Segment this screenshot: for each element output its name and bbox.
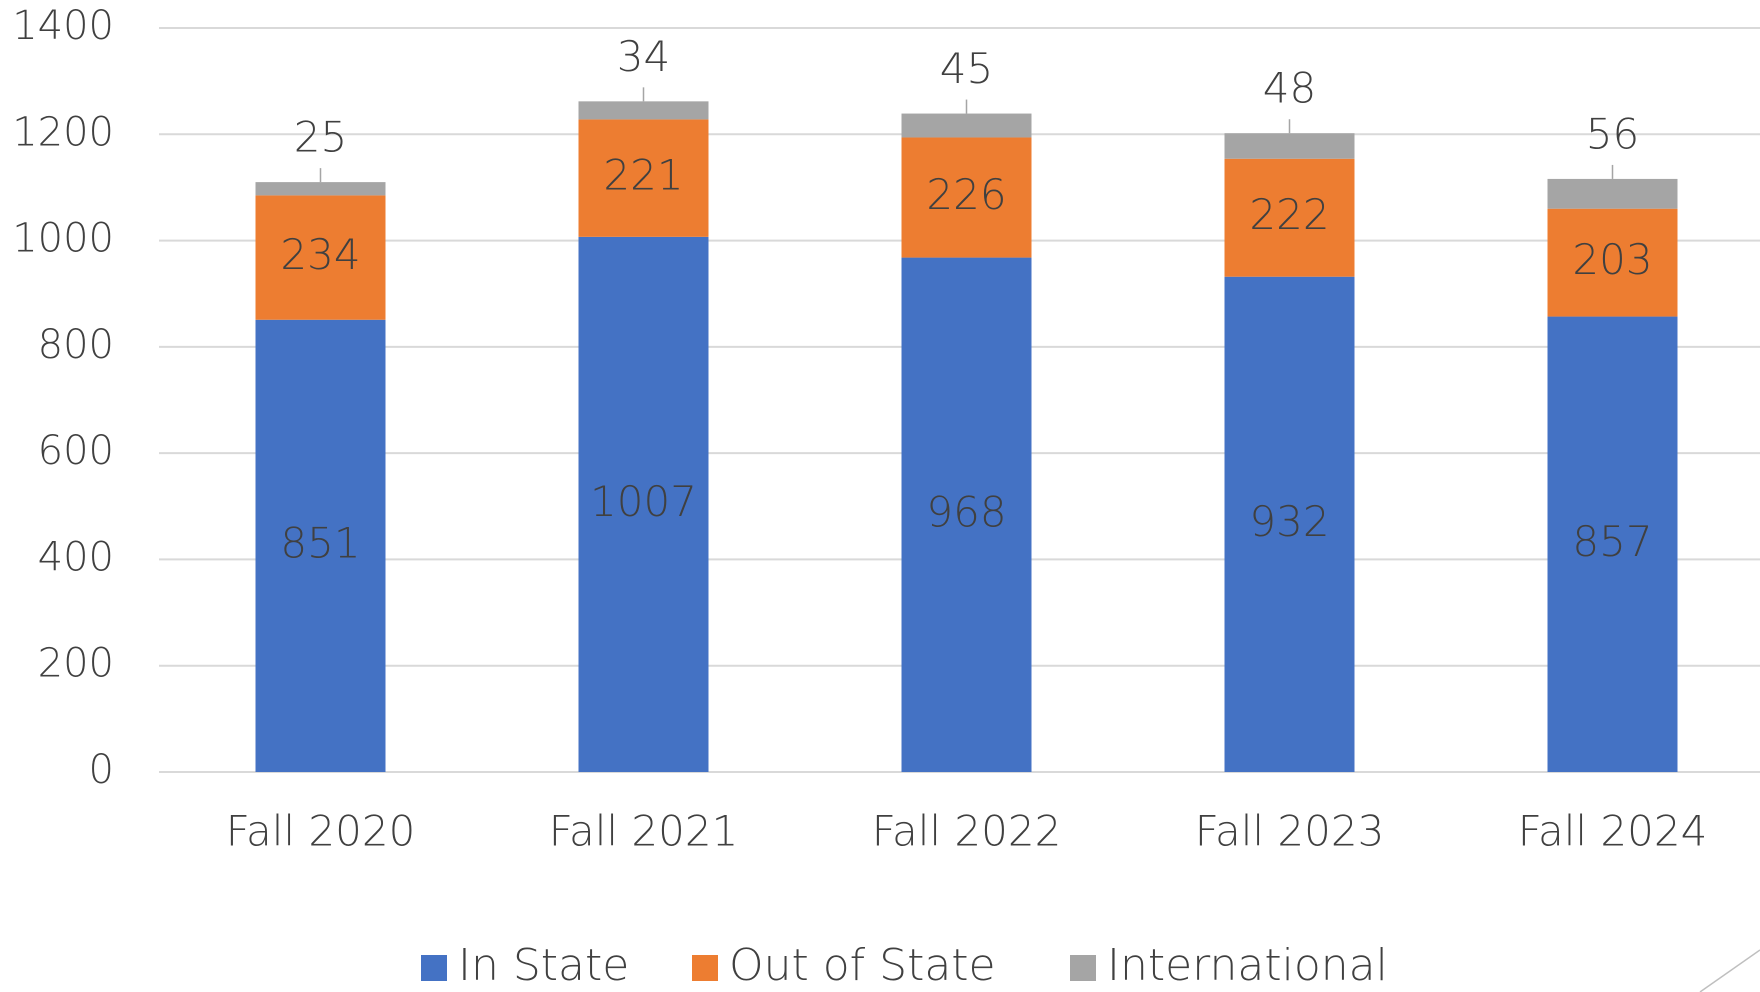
y-tick-label: 800: [38, 322, 114, 368]
data-label: 222: [1249, 190, 1329, 239]
data-label: 932: [1249, 497, 1329, 546]
data-label: 45: [940, 44, 993, 93]
bar-segment: [578, 119, 709, 237]
bar-segment: [1224, 133, 1355, 159]
legend-swatch: [421, 955, 447, 981]
bar-segment: [578, 101, 709, 120]
bar-segment: [901, 137, 1032, 258]
legend-label: In State: [458, 940, 629, 991]
data-label: 968: [926, 487, 1006, 536]
bar-segment: [255, 195, 386, 320]
bar-segment: [901, 113, 1032, 138]
y-tick-label: 1200: [12, 109, 114, 155]
x-tick-label: Fall 2020: [226, 807, 416, 856]
bar-segment: [1547, 178, 1678, 209]
bar-segment: [1547, 316, 1678, 772]
data-label: 203: [1572, 235, 1652, 284]
data-label: 56: [1586, 109, 1639, 158]
legend-swatch: [1070, 955, 1096, 981]
bar-segment: [578, 236, 709, 772]
data-label: 48: [1263, 64, 1316, 113]
data-label: 857: [1572, 517, 1652, 566]
y-tick-label: 1400: [12, 3, 114, 49]
bar-segment: [255, 182, 386, 196]
bar-segment: [1224, 158, 1355, 277]
legend-label: Out of State: [729, 940, 996, 991]
x-tick-label: Fall 2021: [549, 807, 739, 856]
legend-swatch: [692, 955, 718, 981]
bar-segment: [901, 257, 1032, 772]
data-label: 25: [294, 113, 347, 162]
data-label: 851: [280, 518, 360, 567]
legend-label: International: [1107, 940, 1388, 991]
y-tick-label: 400: [38, 534, 114, 580]
data-label: 234: [280, 230, 360, 279]
x-tick-label: Fall 2022: [872, 807, 1062, 856]
data-label: 221: [603, 151, 683, 200]
x-tick-label: Fall 2024: [1518, 807, 1708, 856]
y-tick-label: 200: [38, 641, 114, 687]
bar-segment: [255, 319, 386, 772]
y-tick-label: 0: [89, 747, 114, 793]
x-tick-label: Fall 2023: [1195, 807, 1385, 856]
y-tick-label: 1000: [12, 216, 114, 262]
corner-decoration: [1699, 949, 1760, 992]
bar-segment: [1547, 208, 1678, 317]
y-tick-label: 600: [38, 428, 114, 474]
data-label: 226: [926, 170, 1006, 219]
data-label: 1007: [590, 477, 697, 526]
bar-segment: [1224, 276, 1355, 772]
data-label: 34: [617, 32, 670, 81]
